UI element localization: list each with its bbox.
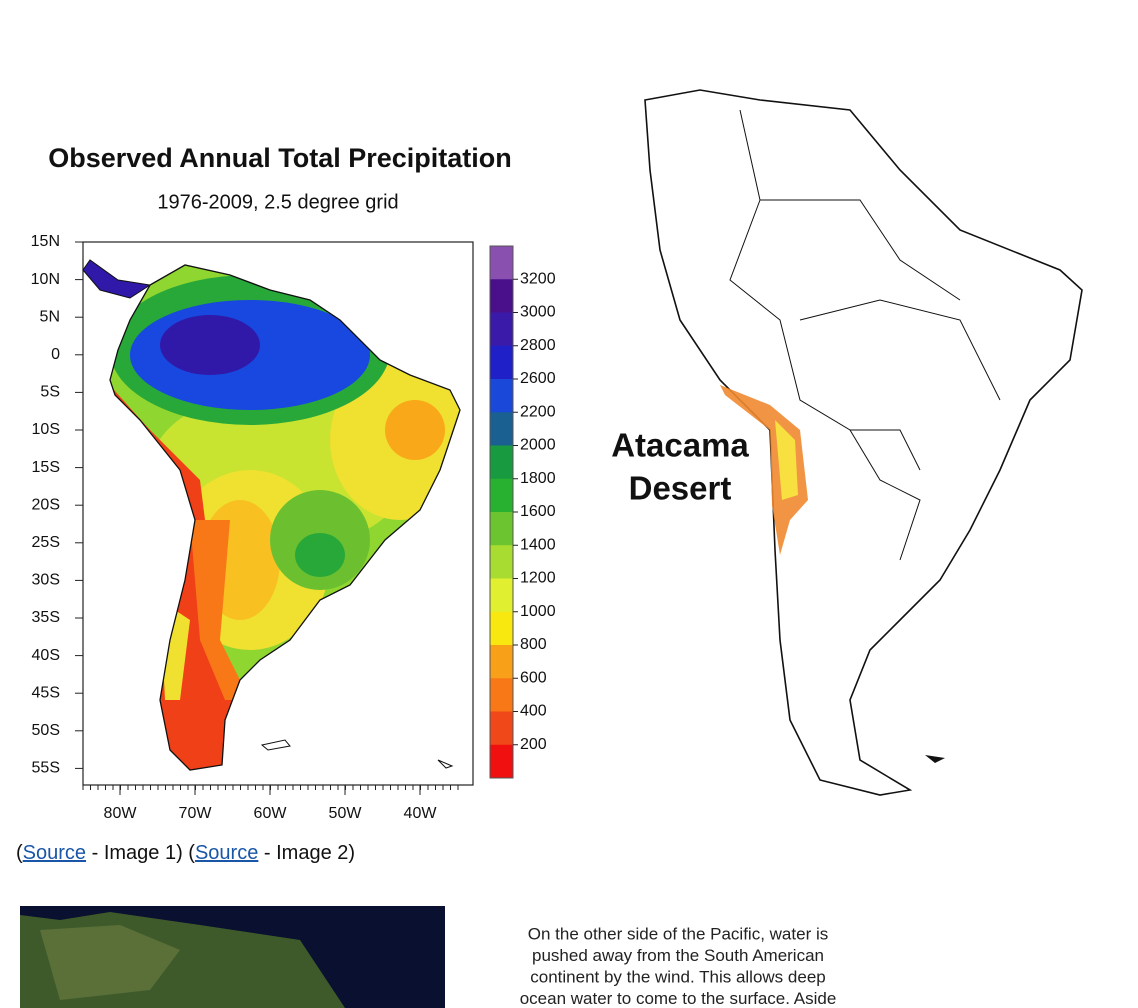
lat-label: 50S — [32, 722, 60, 739]
colorbar-box — [490, 478, 513, 513]
colorbar-label: 800 — [520, 636, 547, 653]
colorbar-label: 1400 — [520, 536, 556, 553]
colorbar-label: 1200 — [520, 570, 556, 587]
caption-text: - Image 2) — [258, 842, 356, 864]
caption-text: ( — [16, 842, 23, 864]
caption: (Source - Image 1) (Source - Image 2) — [16, 842, 355, 865]
lat-label: 25S — [32, 534, 60, 551]
atacama-region — [720, 385, 808, 555]
coastline — [109, 264, 461, 771]
colorbar-label: 2800 — [520, 337, 556, 354]
lat-label: 0 — [51, 346, 60, 363]
lat-label: 20S — [32, 496, 60, 513]
colorbar-label: 400 — [520, 703, 547, 720]
colorbar-label: 2200 — [520, 403, 556, 420]
colorbar-label: 200 — [520, 736, 547, 753]
atacama-label: Desert — [629, 470, 732, 507]
lat-label: 35S — [32, 609, 60, 626]
colorbar-label: 1800 — [520, 470, 556, 487]
lon-label: 50W — [329, 805, 363, 822]
colorbar-box — [490, 279, 513, 313]
lon-label: 40W — [404, 805, 438, 822]
colorbar-label: 2000 — [520, 437, 556, 454]
colorbar-box — [490, 545, 513, 579]
colorbar-label: 600 — [520, 669, 547, 686]
colorbar-label: 3200 — [520, 270, 556, 287]
colorbar-box — [490, 645, 513, 679]
lon-label: 80W — [104, 805, 138, 822]
borders — [729, 109, 1001, 561]
colorbar-label: 2600 — [520, 370, 556, 387]
colorbar-box — [490, 744, 513, 779]
colorbar-box — [490, 578, 513, 613]
atacama-label: Atacama — [611, 427, 749, 464]
lat-label: 10S — [32, 421, 60, 438]
lat-label: 5N — [40, 308, 60, 325]
colorbar-box — [490, 678, 513, 712]
colorbar-box — [490, 412, 513, 446]
explanation-text: On the other side of the Pacific, water … — [520, 924, 837, 1008]
lat-label: 5S — [40, 384, 60, 401]
lat-label: 45S — [32, 684, 60, 701]
map-title: Observed Annual Total Precipitation — [48, 143, 512, 173]
colorbar: 3200 3000 2800 2600 2200 2000 1800 1600 1400 1200… — [489, 245, 556, 779]
caption-text: - Image 1) ( — [86, 842, 195, 864]
source-link[interactable]: Source — [22, 842, 87, 864]
colorbar-box — [490, 312, 513, 347]
colorbar-box — [490, 345, 513, 380]
islands — [260, 739, 454, 769]
colorbar-box — [490, 246, 513, 280]
lat-label: 55S — [32, 760, 60, 777]
colorbar-box — [490, 711, 513, 746]
colorbar-label: 1000 — [520, 603, 556, 620]
central-america — [82, 259, 152, 299]
lat-label: 15N — [31, 233, 60, 250]
text-line: pushed away from the South American — [532, 946, 824, 965]
lon-label: 60W — [254, 805, 288, 822]
lon-label: 70W — [179, 805, 213, 822]
colorbar-box — [490, 379, 513, 413]
colorbar-box — [490, 445, 513, 480]
text-line: On the other side of the Pacific, water … — [528, 924, 828, 943]
text-line: ocean water to come to the surface. Asid… — [520, 989, 837, 1008]
falklands — [925, 755, 945, 763]
colorbar-label: 1600 — [520, 503, 556, 520]
atacama-core — [775, 420, 798, 500]
lat-label: 40S — [32, 647, 60, 664]
colorbar-box — [490, 512, 513, 546]
lat-label: 30S — [32, 572, 60, 589]
map-subtitle: 1976-2009, 2.5 degree grid — [157, 191, 398, 213]
lat-label: 15S — [32, 459, 60, 476]
lat-label: 10N — [31, 271, 60, 288]
source-link[interactable]: Source — [194, 842, 259, 864]
colorbar-label: 3000 — [520, 304, 556, 321]
colorbar-box — [490, 611, 513, 646]
text-line: continent by the wind. This allows deep — [530, 967, 825, 986]
satellite-land — [40, 925, 180, 1000]
